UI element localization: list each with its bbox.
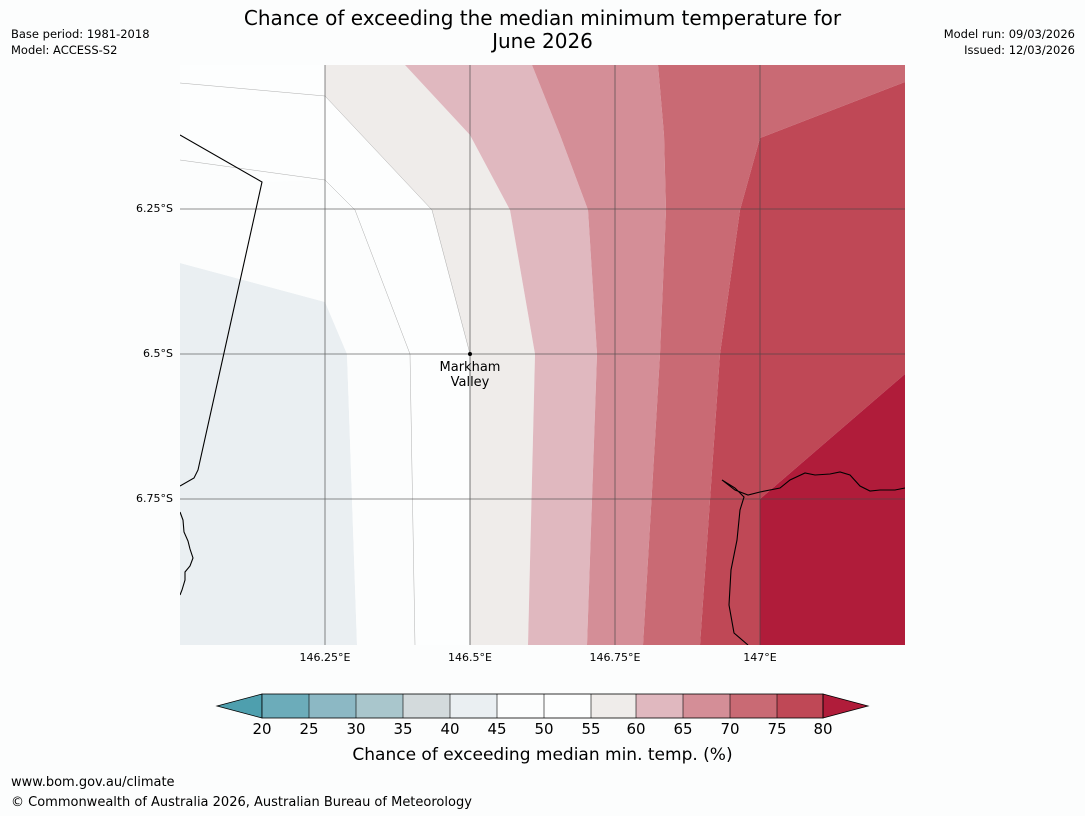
model-name: Model: ACCESS-S2 [11, 43, 118, 57]
lat-label: 6.5°S [143, 347, 173, 360]
model-run: Model run: 09/03/2026 [943, 27, 1075, 41]
zone-55-60 [325, 65, 535, 645]
colorbar-tick: 20 [252, 720, 272, 738]
border-line [180, 134, 263, 487]
zone-above-80 [760, 374, 905, 645]
colorbar-segment [636, 694, 683, 718]
chart-title: Chance of exceeding the median minimum t… [180, 7, 905, 53]
lon-label: 147°E [743, 651, 777, 664]
colorbar-outline [261, 693, 824, 719]
meta-left: Base period: 1981-2018 Model: ACCESS-S2 [11, 26, 150, 58]
lat-label: 6.25°S [136, 202, 173, 215]
colorbar-segment [497, 694, 544, 718]
colorbar-tick: 40 [440, 720, 460, 738]
colorbar-segment [544, 694, 591, 718]
colorbar-tick: 45 [487, 720, 507, 738]
place-line-2: Valley [450, 375, 490, 390]
colorbar-segment [309, 694, 356, 718]
lon-label: 146.75°E [589, 651, 641, 664]
zone-70-75 [643, 65, 905, 645]
colorbar-tick: 25 [299, 720, 319, 738]
title-line-1: Chance of exceeding the median minimum t… [243, 6, 842, 30]
colorbar-segment [730, 694, 777, 718]
colorbar-tick: 60 [626, 720, 646, 738]
base-period: Base period: 1981-2018 [11, 27, 150, 41]
issued-date: Issued: 12/03/2026 [964, 43, 1075, 57]
colorbar-tick: 30 [346, 720, 366, 738]
zone-40-45 [180, 263, 357, 645]
place-line-1: Markham [439, 360, 501, 375]
colorbar-tick: 50 [534, 720, 554, 738]
colorbar-segment [777, 694, 823, 718]
colorbar-tick: 70 [720, 720, 740, 738]
lon-label: 146.5°E [448, 651, 492, 664]
zone-60-65 [405, 65, 597, 645]
colorbar-segment [356, 694, 403, 718]
title-line-2: June 2026 [492, 29, 593, 53]
footer-url: www.bom.gov.au/climate [11, 775, 175, 790]
colorbar-tick: 55 [581, 720, 601, 738]
markham-valley-marker [468, 352, 472, 356]
colorbar-extend-low [215, 693, 263, 719]
lat-label: 6.75°S [136, 492, 173, 505]
coast-east [721, 471, 905, 645]
colorbar-dividers [308, 694, 778, 718]
lon-label: 146.25°E [299, 651, 351, 664]
place-label-markham-valley: Markham Valley [420, 360, 520, 390]
colorbar-segment [262, 694, 309, 718]
colorbar-segment [450, 694, 497, 718]
zone-65-70 [532, 65, 666, 645]
colorbar-extend-high [822, 693, 870, 719]
colorbar-segment [683, 694, 730, 718]
colorbar-tick: 80 [813, 720, 833, 738]
colorbar-tick: 35 [393, 720, 413, 738]
footer-copyright: © Commonwealth of Australia 2026, Austra… [11, 795, 472, 810]
colorbar-tick: 65 [673, 720, 693, 738]
colorbar-label: Chance of exceeding median min. temp. (%… [352, 745, 733, 765]
colorbar-segment [403, 694, 450, 718]
zone-45-50 [180, 135, 415, 645]
meta-right: Model run: 09/03/2026 Issued: 12/03/2026 [944, 26, 1075, 58]
zone-75-80 [700, 82, 905, 645]
coast-west [180, 511, 194, 596]
contour-fills [180, 65, 905, 645]
colorbar-segment [591, 694, 636, 718]
coastlines [180, 134, 905, 645]
colorbar-tick: 75 [767, 720, 787, 738]
